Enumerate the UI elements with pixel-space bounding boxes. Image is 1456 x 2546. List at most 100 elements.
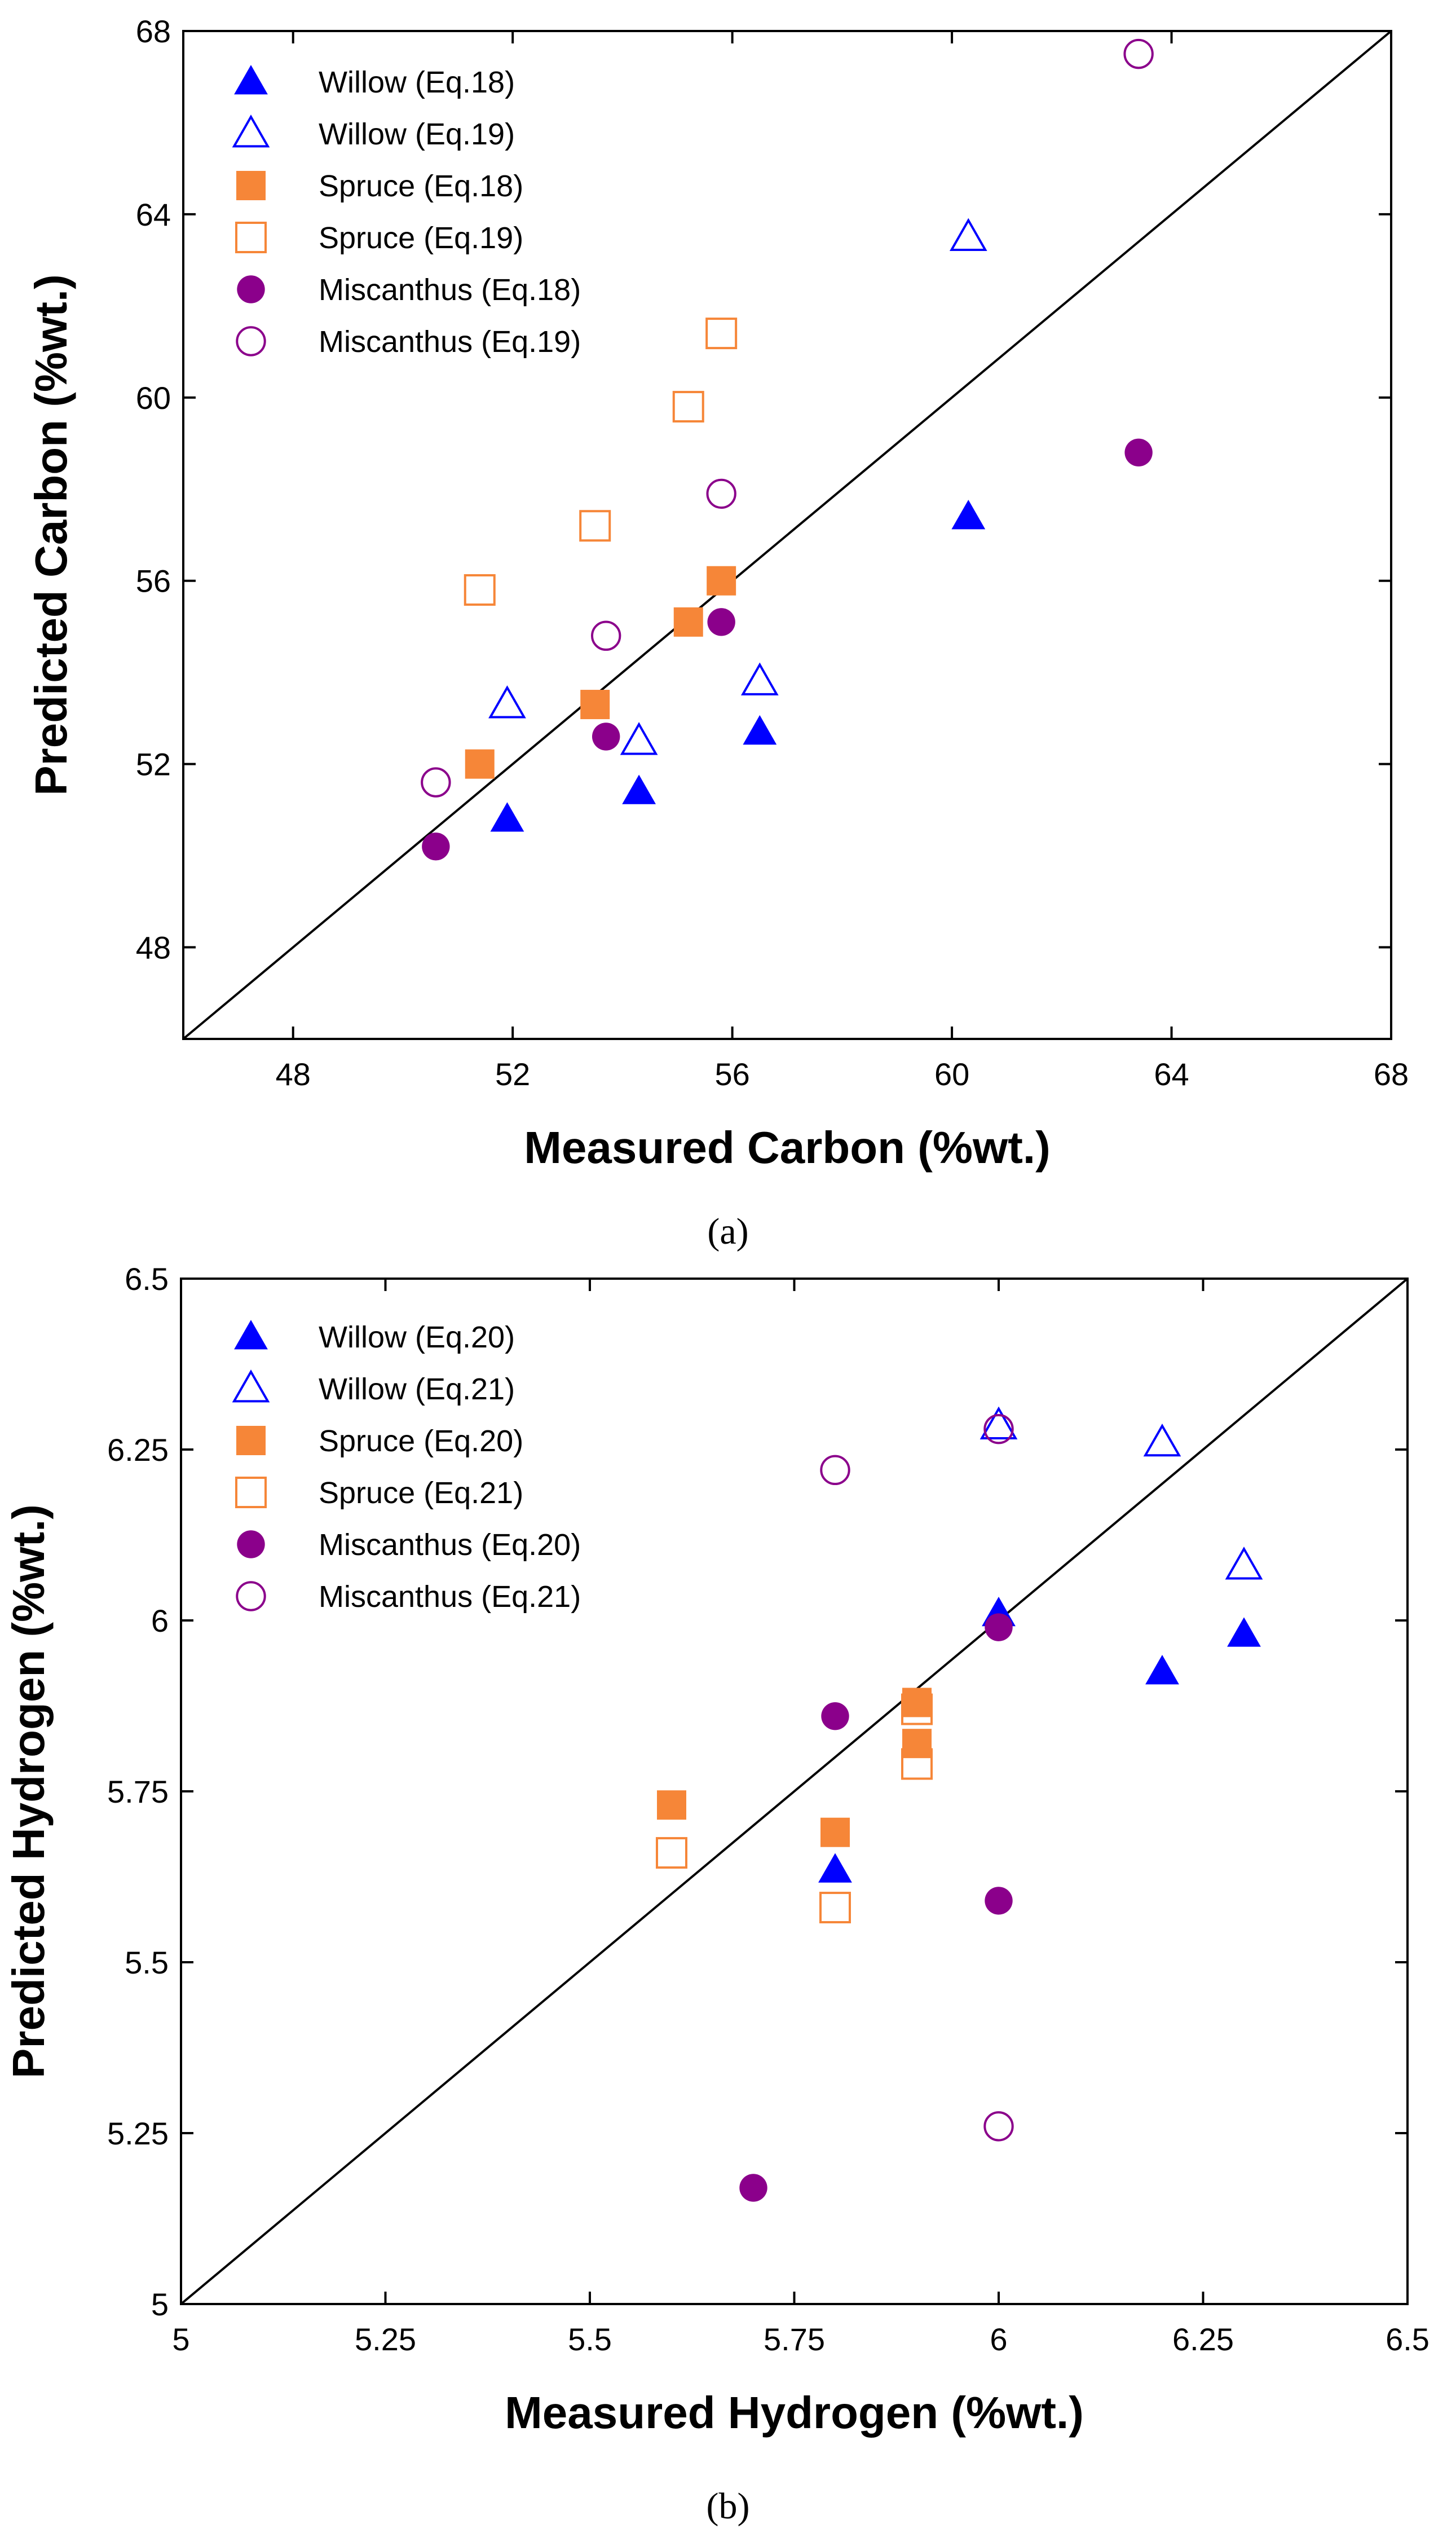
- data-point: [985, 1887, 1013, 1915]
- data-point: [821, 1702, 849, 1730]
- series-4: [656, 1693, 933, 1924]
- legend-label: Willow (Eq.19): [319, 117, 515, 151]
- data-point: [985, 1613, 1013, 1641]
- legend-marker: [232, 114, 270, 148]
- data-point: [901, 1693, 933, 1725]
- data-point: [672, 391, 704, 423]
- legend-label: Willow (Eq.21): [319, 1372, 515, 1406]
- data-point: [421, 767, 451, 798]
- data-point: [983, 1413, 1014, 1444]
- legend-label: Miscanthus (Eq.20): [319, 1528, 581, 1562]
- data-point: [1145, 1655, 1179, 1685]
- data-point: [740, 662, 779, 695]
- data-point: [707, 566, 736, 596]
- legend-label: Spruce (Eq.21): [319, 1476, 523, 1510]
- y-tick-label: 68: [136, 14, 171, 49]
- legend-marker: [236, 1426, 266, 1455]
- data-point: [820, 1817, 850, 1847]
- x-tick-label: 60: [934, 1056, 969, 1092]
- y-tick-label: 6: [151, 1603, 169, 1638]
- y-axis-label: Predicted Carbon (%wt.): [26, 274, 76, 796]
- data-point: [818, 1853, 852, 1883]
- x-tick-label: 64: [1154, 1056, 1189, 1092]
- y-tick-label: 6.5: [125, 1261, 169, 1297]
- data-point: [580, 690, 610, 720]
- data-point: [902, 1729, 932, 1759]
- data-point: [1225, 1547, 1263, 1580]
- x-tick-label: 5.25: [355, 2322, 416, 2357]
- chart-b: 5 5.25 5.5 5.75 6 6.25 6.5 5 5.25 5.5 5.75 6 6.25 6.5…: [3, 1261, 1429, 2527]
- series-2: [980, 1406, 1263, 1580]
- x-axis-label: Measured Hydrogen (%wt.): [505, 2388, 1084, 2438]
- data-point: [743, 715, 777, 745]
- legend-label: Spruce (Eq.18): [319, 169, 523, 203]
- legend-label: Spruce (Eq.19): [319, 221, 523, 255]
- data-point: [707, 608, 735, 636]
- y-axis-label: Predicted Hydrogen (%wt.): [3, 1504, 54, 2078]
- y-tick-label: 5: [151, 2287, 169, 2322]
- series-4: [464, 318, 738, 606]
- series-6: [421, 38, 1154, 798]
- legend-label: Miscanthus (Eq.21): [319, 1580, 581, 1614]
- series-5: [422, 438, 1153, 861]
- data-point: [488, 685, 526, 719]
- data-point: [592, 723, 620, 751]
- x-tick-label: 52: [495, 1056, 530, 1092]
- data-point: [706, 478, 736, 509]
- legend-marker: [232, 1369, 270, 1403]
- legend-marker: [237, 275, 265, 303]
- series-2: [488, 218, 987, 755]
- data-point: [820, 1455, 850, 1486]
- legend-label: Willow (Eq.18): [319, 65, 515, 99]
- data-point: [1123, 38, 1154, 69]
- data-point: [656, 1837, 687, 1869]
- y-tick-label: 5.75: [107, 1774, 169, 1809]
- legend: Willow (Eq.20) Willow (Eq.21) Spruce (Eq.2…: [232, 1320, 581, 1614]
- identity-line: [182, 30, 1392, 1040]
- legend-label: Willow (Eq.20): [319, 1320, 515, 1354]
- data-point: [1227, 1617, 1261, 1647]
- chart-a: 48 52 56 60 64 68 48 52 56 60 64 68 Measured Carbon …: [26, 14, 1409, 1252]
- x-tick-label: 48: [276, 1056, 311, 1092]
- legend-marker: [234, 65, 268, 95]
- y-tick-label: 48: [136, 930, 171, 966]
- legend-label: Spruce (Eq.20): [319, 1424, 523, 1458]
- panel-label: (b): [707, 2486, 750, 2527]
- panel-label: (a): [707, 1211, 748, 1252]
- x-tick-label: 5.75: [764, 2322, 825, 2357]
- x-tick-label: 56: [714, 1056, 749, 1092]
- data-point: [949, 218, 987, 251]
- data-point: [705, 318, 738, 350]
- y-tick-label: 56: [136, 563, 171, 599]
- data-point: [902, 1688, 932, 1717]
- series-6: [820, 1413, 1014, 2142]
- data-point: [980, 1406, 1018, 1440]
- y-tick-label: 6.25: [107, 1432, 169, 1468]
- data-point: [739, 2174, 767, 2202]
- data-point: [657, 1790, 686, 1820]
- y-tick-label: 64: [136, 197, 171, 232]
- legend-marker: [235, 1477, 267, 1508]
- legend-label: Miscanthus (Eq.19): [319, 325, 581, 359]
- data-point: [1124, 438, 1153, 466]
- series-3: [465, 566, 736, 779]
- x-tick-label: 5: [172, 2322, 189, 2357]
- data-point: [983, 2111, 1014, 2142]
- series-3: [657, 1688, 932, 1847]
- data-point: [620, 722, 658, 755]
- x-tick-label: 6.5: [1386, 2322, 1429, 2357]
- y-tick-label: 60: [136, 380, 171, 416]
- legend-marker: [237, 1530, 265, 1558]
- data-point: [1143, 1423, 1181, 1457]
- data-point: [819, 1892, 851, 1924]
- series-1: [490, 500, 986, 832]
- data-point: [622, 774, 656, 804]
- legend-marker: [236, 171, 266, 200]
- data-point: [490, 802, 524, 832]
- plot-frame: [182, 30, 1392, 1040]
- legend-marker: [236, 1581, 266, 1611]
- data-point: [464, 574, 496, 606]
- x-tick-label: 6: [990, 2322, 1007, 2357]
- series-5: [739, 1613, 1013, 2202]
